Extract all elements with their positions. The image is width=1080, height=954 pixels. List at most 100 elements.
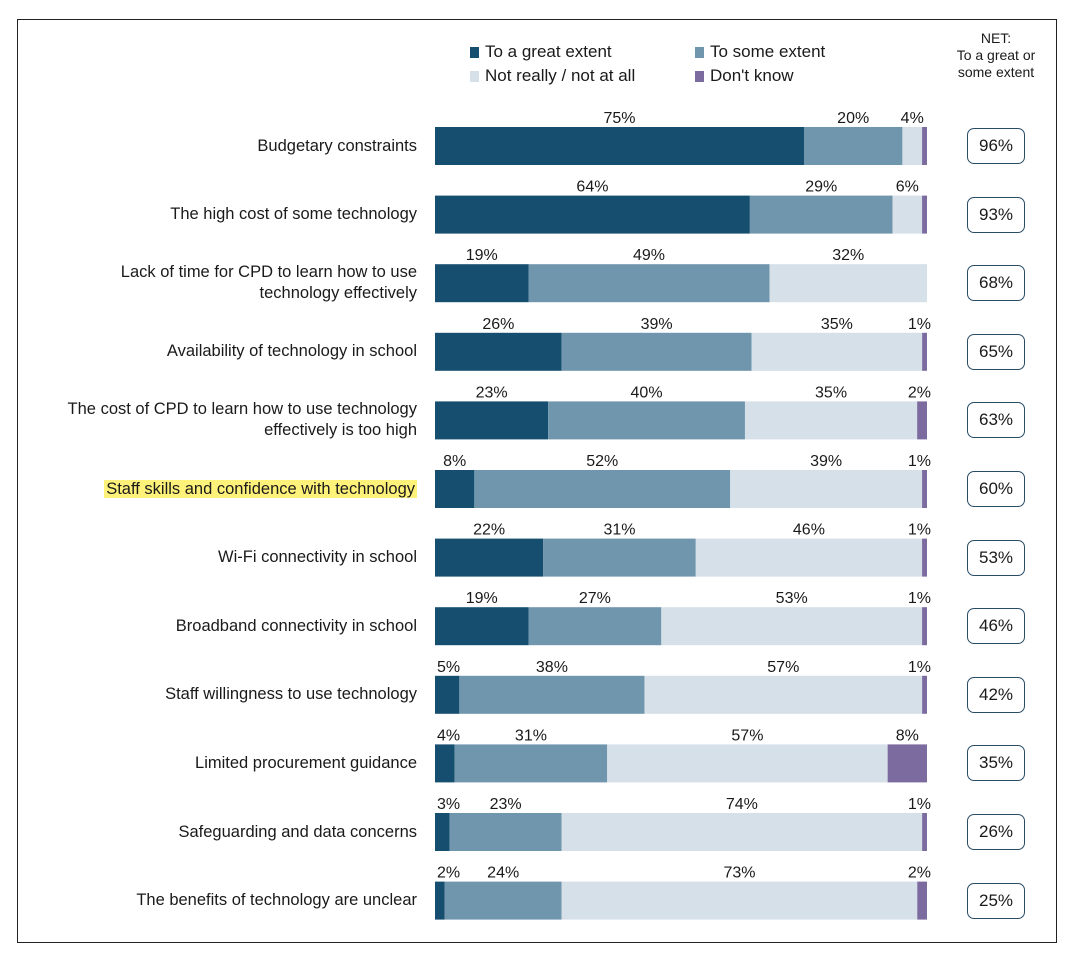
- bar-segment-not-really: [561, 813, 923, 851]
- bar-segment-some-extent: [543, 538, 696, 577]
- row-label: Staff skills and confidence with technol…: [17, 479, 417, 500]
- data-label-some-extent: 20%: [837, 110, 869, 127]
- data-label-great-extent: 3%: [437, 796, 460, 813]
- row-label: The high cost of some technology: [17, 204, 417, 225]
- bar-segment-some-extent: [444, 881, 562, 920]
- data-label-not-really: 46%: [793, 522, 825, 539]
- row-label-line: Broadband connectivity in school: [175, 616, 417, 635]
- data-label-not-really: 35%: [815, 384, 847, 401]
- bar-segment-great-extent: [435, 881, 445, 920]
- legend-swatch-great-extent: [470, 46, 479, 58]
- net-value-box: 60%: [967, 471, 1025, 507]
- row-label-line: The benefits of technology are unclear: [136, 891, 417, 910]
- legend-label-some-extent: To some extent: [710, 42, 826, 61]
- row-label-line: Staff skills and confidence with technol…: [17, 479, 417, 500]
- net-value-box: 96%: [967, 128, 1025, 164]
- bar-segment-not-really: [902, 127, 923, 165]
- data-label-great-extent: 19%: [466, 247, 498, 264]
- bar-segment-not-really: [730, 470, 923, 508]
- chart-frame: [17, 19, 1057, 943]
- bar-segment-some-extent: [749, 195, 893, 234]
- net-header-line-3: some extent: [957, 64, 1035, 80]
- data-label-not-really: 32%: [832, 247, 864, 264]
- data-label-great-extent: 22%: [473, 522, 505, 539]
- row-label-highlight: Staff skills and confidence with technol…: [104, 479, 417, 498]
- bar-segment-dont-know: [887, 744, 927, 783]
- data-label-great-extent: 26%: [482, 316, 514, 333]
- row-label: Safeguarding and data concerns: [17, 822, 417, 843]
- bar-segment-great-extent: [435, 813, 450, 851]
- data-label-great-extent: 5%: [437, 659, 460, 676]
- row-label-line: effectively is too high: [264, 421, 417, 440]
- data-label-not-really: 39%: [810, 453, 842, 470]
- bar-segment-great-extent: [435, 195, 750, 234]
- bar-segment-some-extent: [459, 675, 645, 714]
- net-value-box: 65%: [967, 333, 1025, 370]
- bar-segment-not-really: [695, 538, 923, 577]
- bar-segment-great-extent: [435, 675, 460, 714]
- row-label-line: Budgetary constraints: [257, 136, 417, 155]
- bar-segment-some-extent: [528, 264, 770, 303]
- bar-segment-not-really: [561, 881, 918, 920]
- legend-item-some-extent: To some extent: [695, 42, 825, 62]
- data-label-great-extent: 4%: [437, 727, 460, 744]
- bar-segment-not-really: [751, 332, 923, 371]
- data-label-dont-know: 1%: [908, 659, 931, 676]
- legend-label-not-really: Not really / not at all: [485, 66, 636, 85]
- bar-segment-great-extent: [435, 538, 544, 577]
- data-label-dont-know: 1%: [908, 590, 931, 607]
- bar-segment-dont-know: [917, 401, 927, 440]
- row-label: The benefits of technology are unclear: [17, 890, 417, 911]
- bar-segment-dont-know: [922, 538, 927, 577]
- bar-segment-not-really: [744, 401, 918, 440]
- bar-segment-dont-know: [922, 195, 927, 234]
- legend-swatch-dont-know: [695, 70, 704, 82]
- bar-segment-some-extent: [474, 470, 731, 508]
- row-label-line: Wi-Fi connectivity in school: [218, 548, 417, 567]
- net-value-box: 93%: [967, 196, 1025, 233]
- data-label-some-extent: 29%: [805, 179, 837, 196]
- bar-segment-great-extent: [435, 127, 804, 165]
- bar-segment-dont-know: [922, 332, 927, 371]
- bar-segment-great-extent: [435, 401, 549, 440]
- bar-segment-great-extent: [435, 470, 475, 508]
- data-label-not-really: 57%: [731, 727, 763, 744]
- bar-segment-not-really: [769, 264, 927, 303]
- data-label-not-really: 35%: [821, 316, 853, 333]
- bar-segment-great-extent: [435, 607, 529, 646]
- bar-segment-some-extent: [548, 401, 745, 440]
- row-label-line: Availability of technology in school: [166, 342, 417, 361]
- data-label-some-extent: 49%: [633, 247, 665, 264]
- row-label: Staff willingness to use technology: [17, 684, 417, 705]
- legend-swatch-some-extent: [695, 46, 704, 58]
- bar-segment-great-extent: [435, 332, 562, 371]
- net-value-box: 25%: [967, 882, 1025, 919]
- data-label-some-extent: 52%: [586, 453, 618, 470]
- bar-segment-not-really: [607, 744, 888, 783]
- row-label-line: Lack of time for CPD to learn how to use: [120, 263, 417, 282]
- data-label-some-extent: 24%: [487, 865, 519, 882]
- data-label-not-really: 4%: [901, 110, 924, 127]
- bar-segment-some-extent: [561, 332, 752, 371]
- bar-segment-dont-know: [917, 881, 927, 920]
- bar-segment-dont-know: [922, 470, 927, 508]
- bar-segment-some-extent: [804, 127, 903, 165]
- net-header-line-2: To a great or: [956, 47, 1036, 63]
- net-value-box: 42%: [967, 676, 1025, 713]
- bar-segment-not-really: [661, 607, 923, 646]
- row-label-line: technology effectively: [259, 284, 417, 303]
- data-label-dont-know: 2%: [908, 384, 931, 401]
- data-label-not-really: 53%: [776, 590, 808, 607]
- data-label-not-really: 57%: [767, 659, 799, 676]
- net-column-header: NET: To a great or some extent: [944, 30, 1048, 81]
- net-value-box: 46%: [967, 608, 1025, 645]
- row-label: Broadband connectivity in school: [17, 616, 417, 637]
- row-label-line: Limited procurement guidance: [195, 753, 417, 772]
- data-label-some-extent: 23%: [490, 796, 522, 813]
- net-value-box: 35%: [967, 745, 1025, 782]
- legend-item-dont-know: Don't know: [695, 66, 794, 86]
- data-label-dont-know: 8%: [896, 727, 919, 744]
- data-label-some-extent: 27%: [579, 590, 611, 607]
- data-label-some-extent: 38%: [536, 659, 568, 676]
- data-label-dont-know: 1%: [908, 453, 931, 470]
